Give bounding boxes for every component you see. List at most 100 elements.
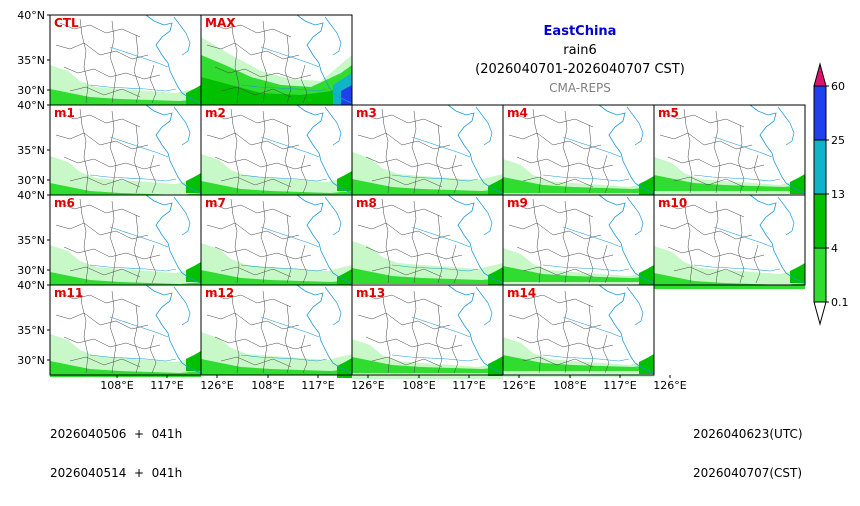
province-border	[683, 108, 693, 194]
province-border	[284, 304, 292, 374]
province-border	[59, 202, 141, 218]
river	[240, 174, 328, 182]
province-border	[230, 288, 240, 374]
province-border	[516, 246, 614, 260]
province-border	[451, 334, 459, 374]
province-border	[69, 266, 141, 278]
province-border	[737, 214, 745, 284]
colorbar-extend-max	[813, 62, 827, 87]
province-border	[562, 110, 570, 194]
province-border	[284, 214, 292, 284]
coastline	[296, 14, 353, 104]
map-panel-m6: m6	[49, 194, 202, 288]
map-panel-m10: m10	[653, 194, 806, 289]
province-border	[260, 110, 268, 194]
coastline	[626, 106, 644, 146]
province-border	[210, 112, 292, 128]
valid-time-footer: 2026040623(UTC) 2026040707(CST)	[693, 402, 803, 506]
map-panel-m14: m14	[502, 284, 655, 377]
coastline	[598, 104, 655, 194]
lon-tick-label: 126°E	[653, 379, 686, 392]
member-label: m14	[507, 286, 536, 300]
province-border	[361, 292, 443, 308]
river	[260, 226, 320, 248]
province-border	[673, 266, 745, 278]
coastline	[173, 106, 191, 146]
rain-area	[488, 178, 503, 198]
lon-tick-label: 117°E	[301, 379, 334, 392]
river	[260, 46, 320, 68]
province-border	[210, 292, 292, 308]
river	[411, 226, 471, 248]
province-border	[435, 304, 443, 374]
lat-tick-label: 35°N	[17, 54, 45, 67]
river	[240, 84, 328, 92]
map-panel-m2: m2	[200, 104, 353, 197]
rain-area	[201, 332, 352, 372]
map-panel-m9: m9	[502, 194, 655, 288]
province-border	[79, 18, 89, 104]
province-border	[109, 290, 117, 374]
province-border	[435, 214, 443, 284]
province-border	[602, 154, 610, 194]
lat-tick-label: 40°N	[17, 99, 45, 112]
province-border	[411, 200, 419, 284]
province-border	[55, 42, 149, 60]
river	[542, 264, 630, 272]
rain-area	[352, 179, 503, 195]
lon-tick-label: 117°E	[150, 379, 183, 392]
rain-area	[639, 265, 654, 285]
province-border	[59, 112, 141, 128]
province-border	[300, 64, 308, 104]
lat-tick-label: 35°N	[17, 234, 45, 247]
river	[713, 136, 773, 158]
province-border	[753, 154, 761, 194]
river	[89, 84, 177, 92]
province-border	[300, 334, 308, 374]
rain-area	[186, 351, 201, 371]
lat-tick-label: 40°N	[17, 279, 45, 292]
coastline	[145, 14, 202, 104]
coastline	[324, 196, 342, 236]
province-border	[220, 356, 292, 368]
province-border	[365, 336, 463, 350]
province-border	[260, 200, 268, 284]
province-border	[365, 246, 463, 260]
lat-tick-label: 35°N	[17, 144, 45, 157]
rain-area	[654, 175, 805, 191]
map-panel-m13: m13	[351, 284, 504, 379]
province-border	[663, 202, 745, 218]
member-label: CTL	[54, 16, 79, 30]
river	[562, 136, 622, 158]
province-border	[63, 66, 161, 80]
coastline	[749, 194, 806, 284]
rain-area	[352, 152, 503, 192]
river	[693, 264, 781, 272]
province-border	[411, 110, 419, 194]
rain-area	[503, 177, 654, 193]
map-panel-MAX: MAX	[200, 14, 353, 106]
province-border	[683, 198, 693, 284]
member-label: MAX	[205, 16, 236, 30]
river	[391, 264, 479, 272]
rain-area	[50, 272, 201, 288]
river	[109, 46, 169, 68]
province-border	[63, 336, 161, 350]
province-border	[133, 214, 141, 284]
province-border	[69, 86, 141, 98]
province-border	[713, 200, 721, 284]
province-border	[149, 64, 157, 104]
province-border	[586, 214, 594, 284]
coastline	[626, 196, 644, 236]
river	[542, 174, 630, 182]
coastline	[296, 104, 353, 194]
province-border	[63, 156, 161, 170]
province-border	[79, 198, 89, 284]
province-border	[753, 244, 761, 284]
river	[542, 354, 630, 362]
province-border	[206, 222, 300, 240]
coastline	[173, 196, 191, 236]
coastline	[296, 284, 353, 374]
valid-time-utc: 2026040623(UTC)	[693, 427, 803, 441]
province-border	[532, 288, 542, 374]
